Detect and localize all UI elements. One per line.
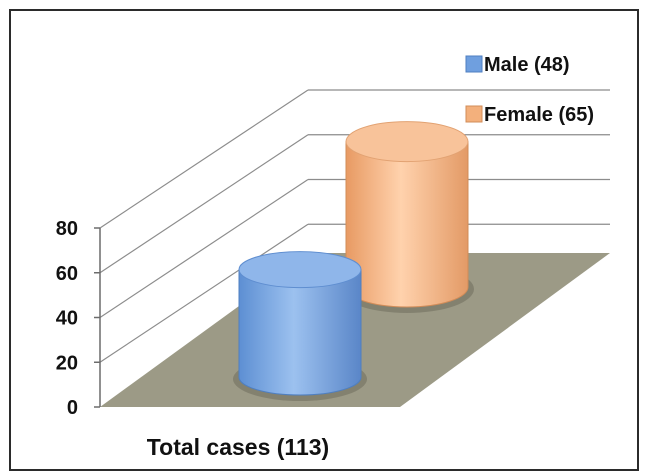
legend-swatch: [465, 55, 483, 73]
y-tick-label: 20: [56, 352, 78, 374]
legend-label: Male (48): [484, 54, 570, 76]
y-tick-label: 0: [67, 397, 78, 419]
y-tick-label: 60: [56, 263, 78, 285]
y-tick-label: 40: [56, 308, 78, 330]
legend-item: Male (48): [465, 54, 570, 76]
y-axis: [94, 227, 101, 408]
legend-swatch: [465, 105, 483, 123]
bar-male: [233, 251, 367, 401]
y-tick-label: 80: [56, 218, 78, 240]
legend-label: Female (65): [484, 104, 594, 126]
legend: Male (48) Female (65): [465, 54, 594, 126]
y-tick-labels: 0 20 40 60 80: [56, 218, 78, 419]
x-category-label: Total cases (113): [147, 434, 329, 460]
legend-item: Female (65): [465, 104, 594, 126]
gridline: [99, 89, 610, 229]
bars: [233, 121, 474, 401]
